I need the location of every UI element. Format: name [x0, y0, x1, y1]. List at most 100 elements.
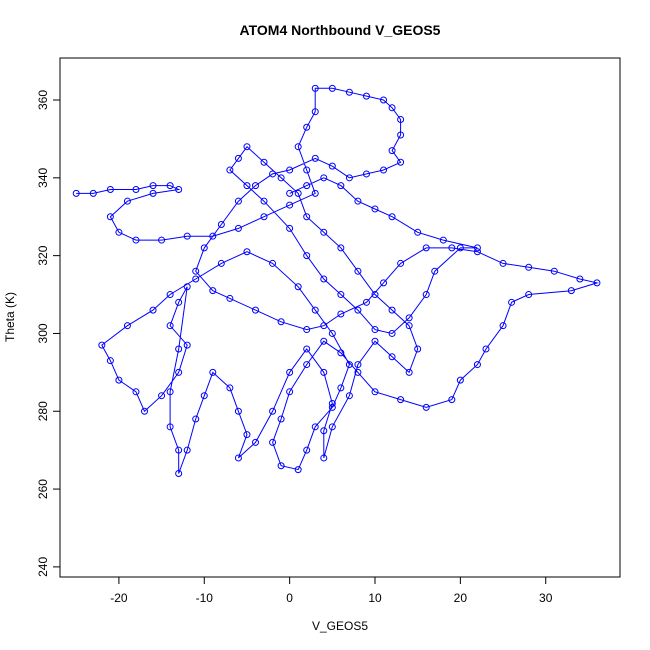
data-point: [311, 154, 319, 162]
data-point: [234, 407, 242, 415]
data-point: [311, 306, 319, 314]
data-point: [260, 213, 268, 221]
data-point: [260, 158, 268, 166]
data-point: [277, 318, 285, 326]
data-point: [251, 182, 259, 190]
data-point: [72, 189, 80, 197]
data-point: [337, 291, 345, 299]
data-point: [132, 186, 140, 194]
data-point: [183, 232, 191, 240]
data-point: [422, 291, 430, 299]
data-point: [234, 154, 242, 162]
data-point: [456, 244, 464, 252]
data-point: [311, 84, 319, 92]
data-point: [269, 407, 277, 415]
data-line: [76, 87, 599, 474]
data-point: [473, 248, 481, 256]
data-point: [397, 115, 405, 123]
data-point: [303, 182, 311, 190]
data-point: [234, 454, 242, 462]
data-point: [337, 310, 345, 318]
data-point: [251, 438, 259, 446]
data-point: [303, 123, 311, 131]
data-point: [303, 326, 311, 334]
data-point: [251, 306, 259, 314]
data-point: [320, 322, 328, 330]
data-point: [294, 283, 302, 291]
data-point: [508, 298, 516, 306]
data-point: [226, 166, 234, 174]
data-point: [388, 147, 396, 155]
data-point: [482, 345, 490, 353]
data-point: [286, 368, 294, 376]
data-point: [141, 407, 149, 415]
data-point: [328, 399, 336, 407]
data-point: [405, 314, 413, 322]
data-point: [149, 189, 157, 197]
data-point: [414, 345, 422, 353]
data-point: [132, 236, 140, 244]
data-point: [200, 244, 208, 252]
data-point: [354, 361, 362, 369]
data-point: [277, 174, 285, 182]
data-point: [277, 462, 285, 470]
data-point: [158, 392, 166, 400]
data-point: [371, 388, 379, 396]
data-point: [388, 353, 396, 361]
data-point: [106, 213, 114, 221]
data-point: [98, 341, 106, 349]
data-point: [422, 244, 430, 252]
data-point: [362, 298, 370, 306]
data-point: [303, 361, 311, 369]
data-point: [550, 267, 558, 275]
x-tick-label: 0: [286, 591, 293, 605]
data-point: [525, 291, 533, 299]
data-point: [345, 174, 353, 182]
data-point: [234, 197, 242, 205]
data-point: [371, 326, 379, 334]
data-point: [320, 368, 328, 376]
data-point: [243, 143, 251, 151]
data-point: [175, 446, 183, 454]
data-point: [192, 275, 200, 283]
data-point: [183, 341, 191, 349]
data-point: [473, 244, 481, 252]
data-point: [243, 182, 251, 190]
data-point: [371, 337, 379, 345]
data-point: [132, 388, 140, 396]
x-tick-label: 10: [368, 591, 382, 605]
data-point: [337, 384, 345, 392]
data-point: [149, 182, 157, 190]
data-point: [328, 84, 336, 92]
data-point: [567, 287, 575, 295]
data-point: [431, 267, 439, 275]
data-point: [345, 392, 353, 400]
data-point: [243, 431, 251, 439]
data-point: [106, 186, 114, 194]
y-tick-label: 300: [36, 323, 50, 343]
data-point: [200, 392, 208, 400]
data-point: [320, 275, 328, 283]
data-point: [294, 466, 302, 474]
y-tick-label: 260: [36, 479, 50, 499]
data-point: [192, 415, 200, 423]
data-point: [345, 88, 353, 96]
data-point: [303, 345, 311, 353]
data-point: [397, 396, 405, 404]
data-point: [337, 182, 345, 190]
data-point: [269, 259, 277, 267]
data-point: [473, 361, 481, 369]
data-point: [388, 306, 396, 314]
data-point: [149, 306, 157, 314]
data-point: [303, 166, 311, 174]
data-point: [328, 403, 336, 411]
data-point: [260, 197, 268, 205]
data-point: [166, 322, 174, 330]
data-point: [456, 376, 464, 384]
x-tick-label: -10: [196, 591, 214, 605]
data-point: [286, 201, 294, 209]
data-point: [354, 197, 362, 205]
data-point: [286, 166, 294, 174]
